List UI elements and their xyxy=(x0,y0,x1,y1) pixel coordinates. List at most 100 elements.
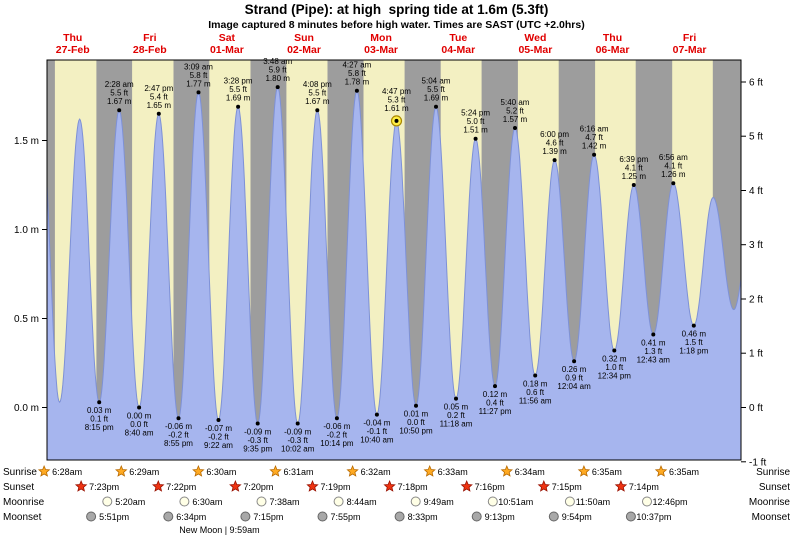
tide-event-label-line: 1.78 m xyxy=(345,78,370,87)
moonset-icon xyxy=(548,511,559,522)
sunset-time: 7:20pm xyxy=(243,482,273,492)
sunrise-icon xyxy=(346,464,359,477)
tide-event-label-line: 4:27 am xyxy=(342,61,371,70)
tide-event-label-line: 0.0 ft xyxy=(130,420,149,429)
tide-event-label-line: 5:24 pm xyxy=(461,109,490,118)
tide-event-label-line: -0.06 m xyxy=(165,422,192,431)
sunrise-icon xyxy=(423,464,436,477)
tide-event-marker xyxy=(513,126,517,130)
moonrise-icon xyxy=(564,496,575,507)
tide-event-label-line: 12:34 pm xyxy=(598,372,632,381)
tide-event-marker xyxy=(236,104,241,109)
tide-event-label-line: 6:00 pm xyxy=(540,130,569,139)
sunrise-icon xyxy=(192,464,205,477)
tide-event-marker xyxy=(592,152,597,157)
moonset-time: 9:13pm xyxy=(485,512,515,522)
tide-event-marker xyxy=(533,373,538,378)
day-label-dow: Thu xyxy=(603,32,622,44)
axis-right: -1 ft 0 ft 1 ft 2 ft 3 ft 4 ft 5 ft 6 ft xyxy=(741,78,766,468)
page-title: Strand (Pipe): at high spring tide at 1.… xyxy=(244,2,549,17)
moonrise-icon xyxy=(487,496,498,507)
tide-event-label-line: 11:27 pm xyxy=(479,407,512,416)
tide-event-label-line: 8:55 pm xyxy=(164,439,193,448)
tide-event-label-line: 1.69 m xyxy=(226,94,251,103)
tide-area-fill xyxy=(47,87,741,460)
tide-event-marker xyxy=(552,158,557,163)
sunset-icon xyxy=(74,479,88,492)
tide-event-label-line: -0.2 ft xyxy=(168,431,189,440)
sunset-icon xyxy=(229,479,242,492)
tide-event-label-line: -0.3 ft xyxy=(287,436,308,445)
tide-event-label-line: -0.04 m xyxy=(363,419,390,428)
tide-event-label-line: 5.2 ft xyxy=(506,107,525,116)
tide-event-label-line: 1.42 m xyxy=(582,142,607,151)
tide-event-label-line: 0.1 ft xyxy=(90,415,109,424)
tide-event-label-line: 4.1 ft xyxy=(664,162,683,171)
tide-event-label-line: 3:28 pm xyxy=(224,77,253,86)
sunrise-row-label-right: Sunrise xyxy=(756,467,790,478)
moonrise-icon xyxy=(410,496,421,507)
moonrise-time: 10:51am xyxy=(498,497,533,507)
sunrise-time: 6:30am xyxy=(206,467,236,477)
sunrise-time: 6:28am xyxy=(52,467,82,477)
moonset-icon xyxy=(240,511,251,522)
tide-event-marker xyxy=(394,118,399,123)
moonset-time: 10:37pm xyxy=(636,512,671,522)
tide-event-marker xyxy=(354,88,359,93)
tide-event-label-line: 5.4 ft xyxy=(150,92,169,101)
moonset-time: 6:34pm xyxy=(176,512,206,522)
page-subtitle: Image captured 8 minutes before high wat… xyxy=(208,19,585,31)
tide-event-label-line: 5.0 ft xyxy=(467,117,486,126)
tide-event-label-line: 11:18 am xyxy=(440,420,473,429)
tide-event-label-line: 0.01 m xyxy=(404,410,429,419)
tide-event-label-line: 0.05 m xyxy=(444,403,469,412)
moonset-icon xyxy=(394,511,405,522)
moonset-row-label-left: Moonset xyxy=(3,512,42,523)
tide-event-label-line: 5.5 ft xyxy=(427,85,446,94)
tide-event-label-line: 1.39 m xyxy=(542,147,567,156)
moonrise-icon xyxy=(256,496,267,507)
tide-event-label-line: 1.57 m xyxy=(503,115,528,124)
tide-event-label-line: -0.09 m xyxy=(244,428,271,437)
tide-event-label-line: 4.6 ft xyxy=(546,139,565,148)
tide-event-label-line: -0.3 ft xyxy=(247,436,268,445)
tide-event-label-line: 6:39 pm xyxy=(619,155,648,164)
moonrise-icon xyxy=(102,496,113,507)
tide-event-label-line: 6:56 am xyxy=(659,153,688,162)
tide-event-marker xyxy=(473,136,478,141)
sunset-time: 7:23pm xyxy=(89,482,119,492)
moonset-icon xyxy=(86,511,97,522)
day-label-date: 03-Mar xyxy=(364,44,398,56)
moonset-time: 5:51pm xyxy=(99,512,129,522)
tide-event-label-line: 0.18 m xyxy=(523,380,548,389)
sunset-icon xyxy=(537,479,550,492)
tide-event-label-line: 5.3 ft xyxy=(388,95,407,104)
tide-event-marker xyxy=(631,183,636,187)
tide-event-label-line: 5.5 ft xyxy=(110,89,129,98)
tide-event-label-line: 5:40 am xyxy=(501,98,530,107)
tide-event-label-line: 6:16 am xyxy=(580,125,609,134)
day-label-date: 28-Feb xyxy=(133,44,167,56)
sunrise-icon xyxy=(577,464,591,477)
tide-event-label-line: 1.25 m xyxy=(622,172,647,181)
tide-event-label-line: -0.1 ft xyxy=(367,427,388,436)
sunset-row-label-right: Sunset xyxy=(759,482,790,493)
tide-event-marker xyxy=(572,359,577,364)
tide-event-label-line: 3:09 am xyxy=(184,62,213,71)
tide-event-marker xyxy=(691,323,696,328)
sunrise-time: 6:35am xyxy=(592,467,622,477)
tide-event-label-line: 0.9 ft xyxy=(565,374,584,383)
plot-frame xyxy=(46,59,742,461)
day-label-dow: Fri xyxy=(683,32,697,44)
tide-event-marker xyxy=(374,412,379,417)
tide-event-label-line: 0.46 m xyxy=(682,330,707,339)
tide-event-label-line: 4:47 pm xyxy=(382,87,411,96)
day-labels: Thu27-FebFri28-FebSat01-MarSun02-MarMon0… xyxy=(56,32,707,56)
day-label-dow: Mon xyxy=(370,32,392,44)
day-label-date: 07-Mar xyxy=(673,44,707,56)
sunrise-icon xyxy=(654,464,668,477)
y-axis-right-tick-label: 2 ft xyxy=(749,295,763,306)
tide-event-marker xyxy=(117,108,122,113)
